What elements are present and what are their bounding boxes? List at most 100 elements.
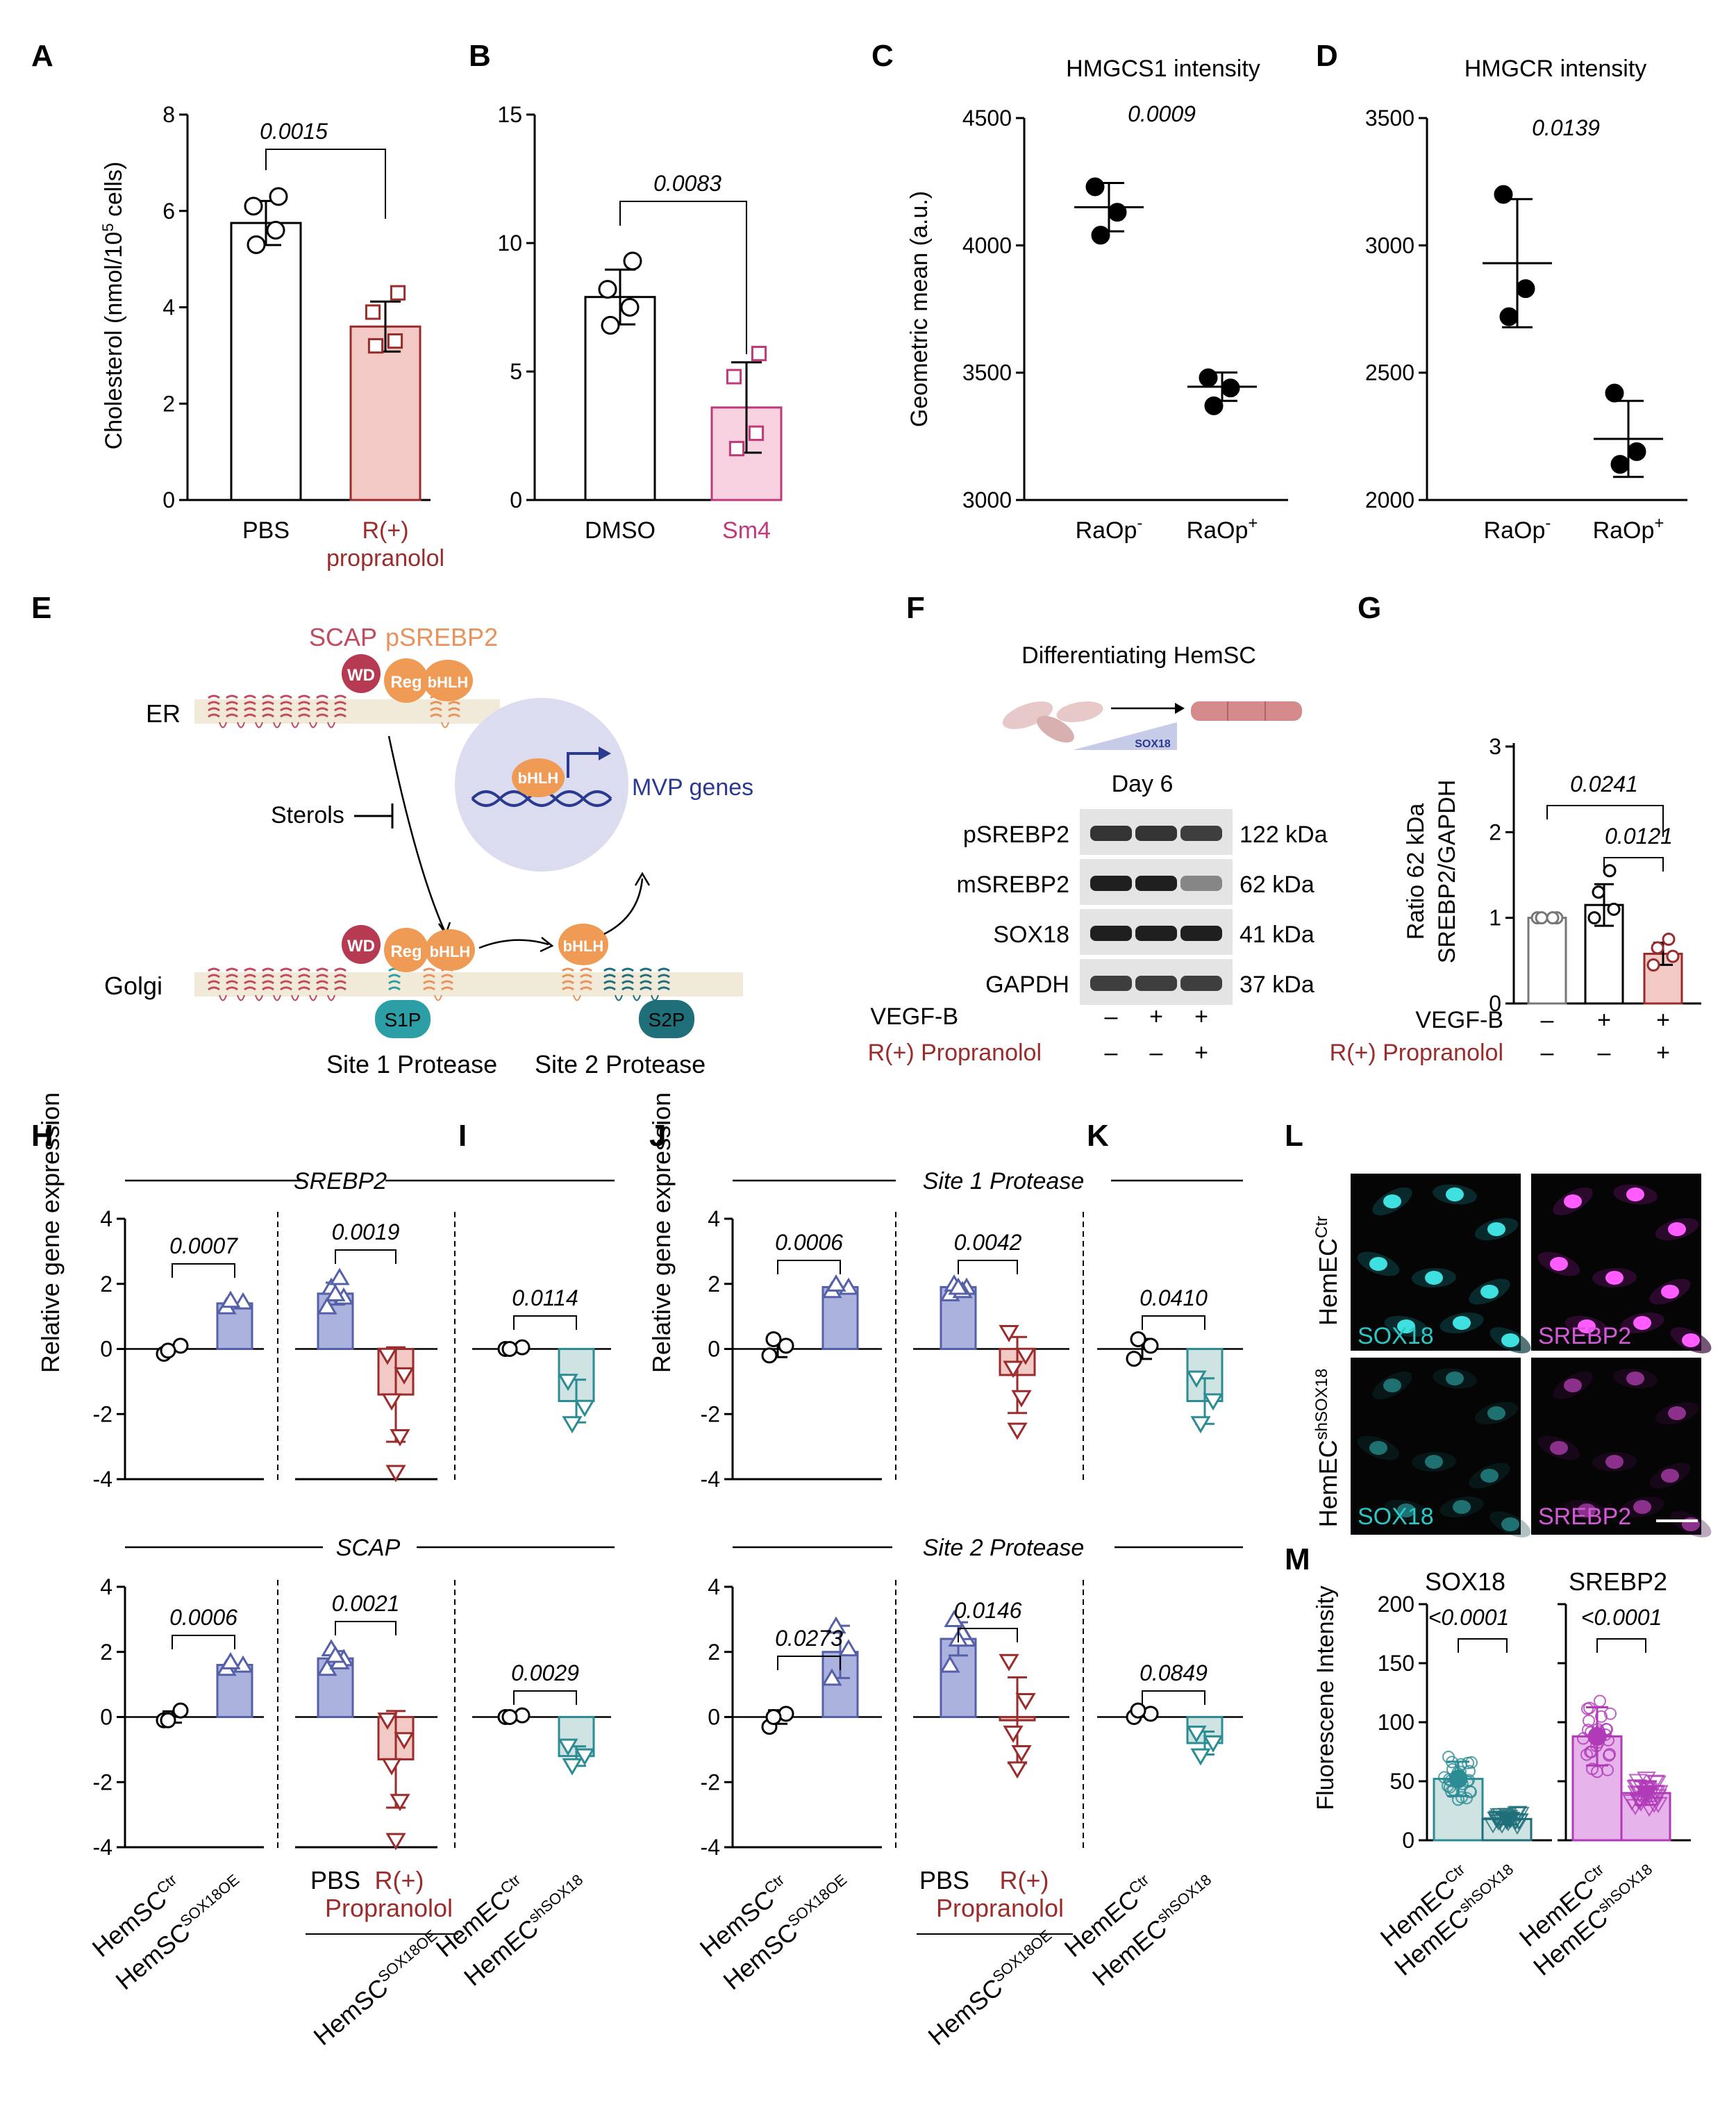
cell-nucleus	[1605, 1455, 1624, 1469]
helix-loop	[237, 722, 245, 728]
significance-bracket	[1596, 1638, 1646, 1653]
data-point	[220, 1652, 241, 1669]
cell-nucleus	[1578, 1319, 1596, 1333]
p-value: 0.0019	[332, 1219, 400, 1244]
prop-sign: –	[1150, 1040, 1163, 1066]
data-point	[601, 315, 620, 335]
y-tick-label: 0	[708, 1705, 720, 1730]
data-point	[1186, 1725, 1207, 1743]
data-point	[1108, 203, 1127, 222]
helix-turn	[298, 694, 310, 699]
panel-m-chart: SOX18 SREBP2 Fluorescene Intensity 0 50 10…	[1312, 1567, 1691, 1981]
helix-turn	[640, 967, 652, 972]
panel-d-title: HMGCR intensity	[1464, 56, 1647, 82]
cell-nucleus	[1626, 1372, 1644, 1385]
data-point	[325, 1645, 346, 1663]
data-point	[748, 425, 765, 441]
significance-bracket	[265, 149, 386, 219]
y-tick-label: 4000	[962, 233, 1012, 258]
helix-turn	[298, 974, 310, 978]
data-point	[761, 1347, 778, 1364]
p-value: 0.0029	[511, 1660, 579, 1685]
helix-turn	[430, 701, 442, 706]
panel-e-golgi: Golgi	[104, 972, 162, 1000]
panel-g-p1: 0.0241	[1570, 772, 1638, 797]
helix-turn	[603, 980, 616, 985]
y-tick-label: 0	[708, 1337, 720, 1362]
panel-e-site2: Site 2 Protease	[535, 1050, 706, 1078]
helix-turn	[208, 713, 220, 718]
y-tick-label: 4	[100, 1206, 112, 1231]
vegf-sign: +	[1656, 1007, 1670, 1033]
helix-turn	[262, 967, 274, 972]
helix-turn	[226, 967, 238, 972]
panel-g-ylabel2: SREBP2/GAPDH	[1434, 780, 1460, 964]
data-point	[1130, 1702, 1146, 1719]
panel-m-p1: <0.0001	[1428, 1605, 1510, 1630]
helix-turn	[244, 967, 256, 972]
cell-nucleus	[1480, 1469, 1499, 1483]
x-label-pbs: PBS	[919, 1866, 969, 1894]
data-point	[1487, 1811, 1506, 1828]
helix-turn	[388, 986, 401, 991]
panel-b-cat-sm4: Sm4	[722, 517, 771, 544]
helix-turn	[441, 986, 453, 991]
y-tick-label: 150	[1378, 1651, 1414, 1676]
cell-body	[1439, 1496, 1484, 1518]
blot-band	[1135, 876, 1177, 891]
cell-nucleus	[1501, 1517, 1519, 1531]
helix-turn	[316, 986, 328, 991]
panel-g-p2: 0.0121	[1605, 824, 1673, 849]
helix-turn	[441, 980, 453, 985]
data-point	[385, 1833, 406, 1851]
data-point	[1535, 911, 1549, 925]
helix-loop	[273, 722, 281, 728]
significance-bracket	[1458, 1638, 1508, 1653]
x-label-rplus: R(+)	[375, 1866, 424, 1894]
bar-0	[584, 296, 656, 501]
cell-nucleus	[1661, 1285, 1679, 1299]
data-point	[765, 1709, 782, 1725]
data-point	[1003, 1725, 1024, 1743]
panel-letter-h: H	[31, 1119, 53, 1153]
cell-nucleus	[1564, 1378, 1582, 1392]
panel-m-title2: SREBP2	[1569, 1567, 1667, 1596]
blot-row-label: GAPDH	[985, 972, 1069, 998]
y-tick-label: 4500	[962, 106, 1012, 131]
data-point	[1203, 1393, 1224, 1411]
prop-sign: +	[1656, 1040, 1670, 1066]
cell-nucleus	[1397, 1503, 1415, 1517]
helix-turn	[316, 694, 328, 699]
helix-turn	[621, 986, 634, 991]
helix-turn	[208, 967, 220, 972]
y-tick-label: 0	[162, 488, 175, 512]
y-tick-label: -2	[701, 1401, 720, 1426]
bar-1	[349, 325, 422, 501]
data-point	[325, 1284, 346, 1301]
cell-nucleus	[1480, 1285, 1499, 1299]
blot-band	[1180, 826, 1222, 841]
helix-turn	[640, 974, 652, 978]
helix-turn	[603, 974, 616, 978]
cell-nucleus	[1501, 1333, 1519, 1347]
data-point	[826, 1274, 846, 1292]
vegf-sign: +	[1149, 1003, 1163, 1030]
cell-nucleus	[1626, 1188, 1644, 1201]
prop-sign: –	[1541, 1040, 1554, 1066]
panel-h-ylabel: Relative gene expression	[36, 1092, 65, 1373]
data-point	[562, 1416, 583, 1434]
data-point	[944, 1610, 965, 1627]
helix-turn	[430, 713, 442, 718]
helix-loop	[219, 722, 227, 728]
data-point	[940, 1655, 960, 1673]
data-point	[1594, 1694, 1606, 1708]
helix-turn	[316, 707, 328, 712]
panel-a-cat-propranolol: propranolol	[326, 545, 444, 572]
helix-turn	[640, 986, 652, 991]
helix-turn	[334, 974, 347, 978]
helix-loop	[573, 994, 581, 1001]
data-point	[1442, 1751, 1455, 1764]
prop-sign: +	[1194, 1040, 1208, 1066]
data-point	[172, 1702, 189, 1719]
